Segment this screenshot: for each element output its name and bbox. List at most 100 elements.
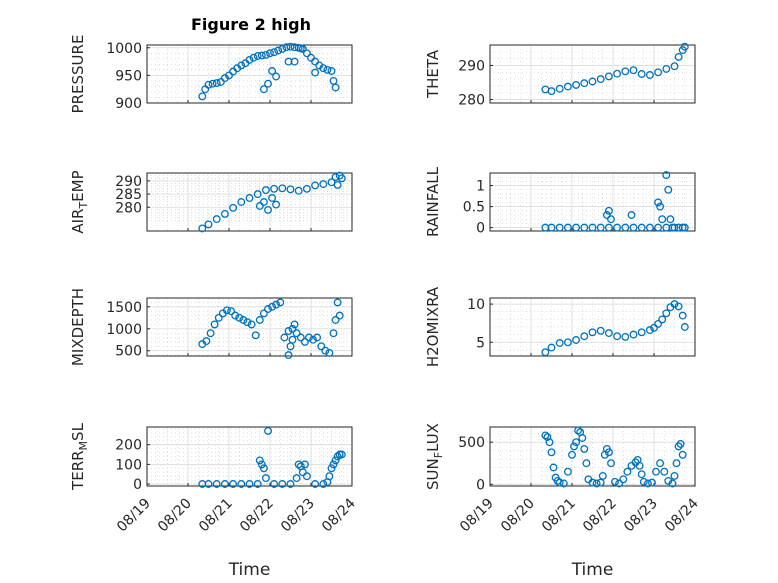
data-point [547, 343, 556, 352]
data-point [286, 42, 295, 51]
data-point [596, 223, 605, 232]
x-tick-label: 08/23 [621, 496, 661, 536]
data-point [572, 336, 581, 344]
data-point [592, 479, 601, 488]
data-point [286, 480, 295, 488]
data-point [666, 215, 675, 224]
data-point [257, 51, 266, 60]
data-point [572, 80, 581, 89]
data-point [259, 309, 268, 318]
data-point [329, 460, 338, 469]
axes-border [146, 172, 353, 232]
data-point [559, 479, 568, 488]
data-point [268, 302, 277, 311]
data-point [635, 461, 644, 470]
data-point [572, 223, 581, 232]
data-point [639, 477, 648, 486]
y-tick-label: 0.5 [463, 200, 485, 216]
data-point [654, 68, 663, 77]
y-tick-label: 1500 [106, 300, 142, 316]
data-point [257, 460, 266, 469]
data-point [272, 200, 281, 209]
y-tick-label: 0 [476, 477, 485, 493]
data-point [611, 477, 619, 486]
data-point [284, 327, 293, 335]
data-point [619, 475, 628, 484]
data-point [645, 326, 654, 335]
data-point [307, 53, 315, 62]
data-point [555, 223, 564, 232]
data-point [664, 185, 673, 194]
x-tick-label: 08/23 [278, 496, 318, 536]
data-point [225, 71, 233, 80]
data-point [300, 460, 309, 469]
data-point [563, 82, 572, 91]
data-point [668, 223, 677, 232]
axes-border [489, 44, 696, 104]
data-point [652, 467, 660, 476]
y-tick-label: 5 [476, 335, 485, 351]
data-point [645, 71, 654, 79]
data-point [604, 329, 613, 338]
data-point [259, 198, 268, 206]
data-point [541, 431, 550, 440]
data-point [627, 211, 636, 219]
data-point [654, 223, 663, 232]
data-point [216, 78, 225, 86]
data-point [286, 185, 295, 194]
data-point [302, 472, 311, 481]
data-point [654, 319, 663, 328]
data-point [674, 52, 683, 61]
data-point [668, 479, 677, 488]
data-point [239, 316, 248, 324]
y-tick-label: 1 [476, 179, 485, 195]
data-point [290, 57, 299, 66]
data-point [555, 339, 564, 347]
data-point [547, 223, 556, 232]
data-point [549, 463, 558, 472]
data-point [302, 49, 311, 58]
data-point [658, 215, 667, 224]
data-point [249, 53, 258, 62]
y-tick-label: 280 [115, 200, 142, 216]
data-point [280, 333, 289, 342]
data-point [629, 66, 638, 75]
y-tick-label: 1000 [106, 41, 142, 57]
ylabel-0: PRESSURE [69, 35, 87, 114]
x-tick-label: 08/22 [580, 496, 620, 536]
data-point [678, 450, 687, 459]
data-point [604, 72, 613, 81]
x-tick-label: 08/22 [237, 496, 277, 536]
data-point [541, 348, 550, 357]
ylabel-1: THETA [424, 49, 442, 99]
data-point [268, 67, 277, 75]
data-point [629, 330, 638, 339]
data-point [621, 332, 630, 341]
data-point [227, 307, 236, 316]
subplot-h2omixra: 5 10 H2OMIXRA [424, 286, 696, 367]
data-point [670, 471, 679, 480]
ylabel-2: AIRTEMP [69, 170, 90, 233]
data-point [637, 223, 646, 232]
data-point [284, 351, 293, 360]
data-point [596, 478, 605, 487]
data-point [245, 480, 254, 488]
data-point [643, 479, 652, 488]
data-point [268, 194, 277, 202]
data-point [208, 79, 217, 88]
data-point [247, 320, 256, 329]
data-point [311, 480, 320, 488]
data-point [656, 459, 665, 468]
x-tick-label: 08/24 [319, 495, 359, 535]
data-point [580, 79, 589, 88]
data-point [272, 300, 281, 309]
data-point [555, 84, 564, 93]
data-point [680, 323, 689, 331]
data-point [588, 328, 597, 337]
x-tick-label: 08/24 [662, 495, 702, 535]
data-point [202, 337, 211, 346]
data-point [245, 55, 254, 64]
data-point [243, 318, 252, 327]
x-tick-label: 08/21 [539, 496, 579, 536]
